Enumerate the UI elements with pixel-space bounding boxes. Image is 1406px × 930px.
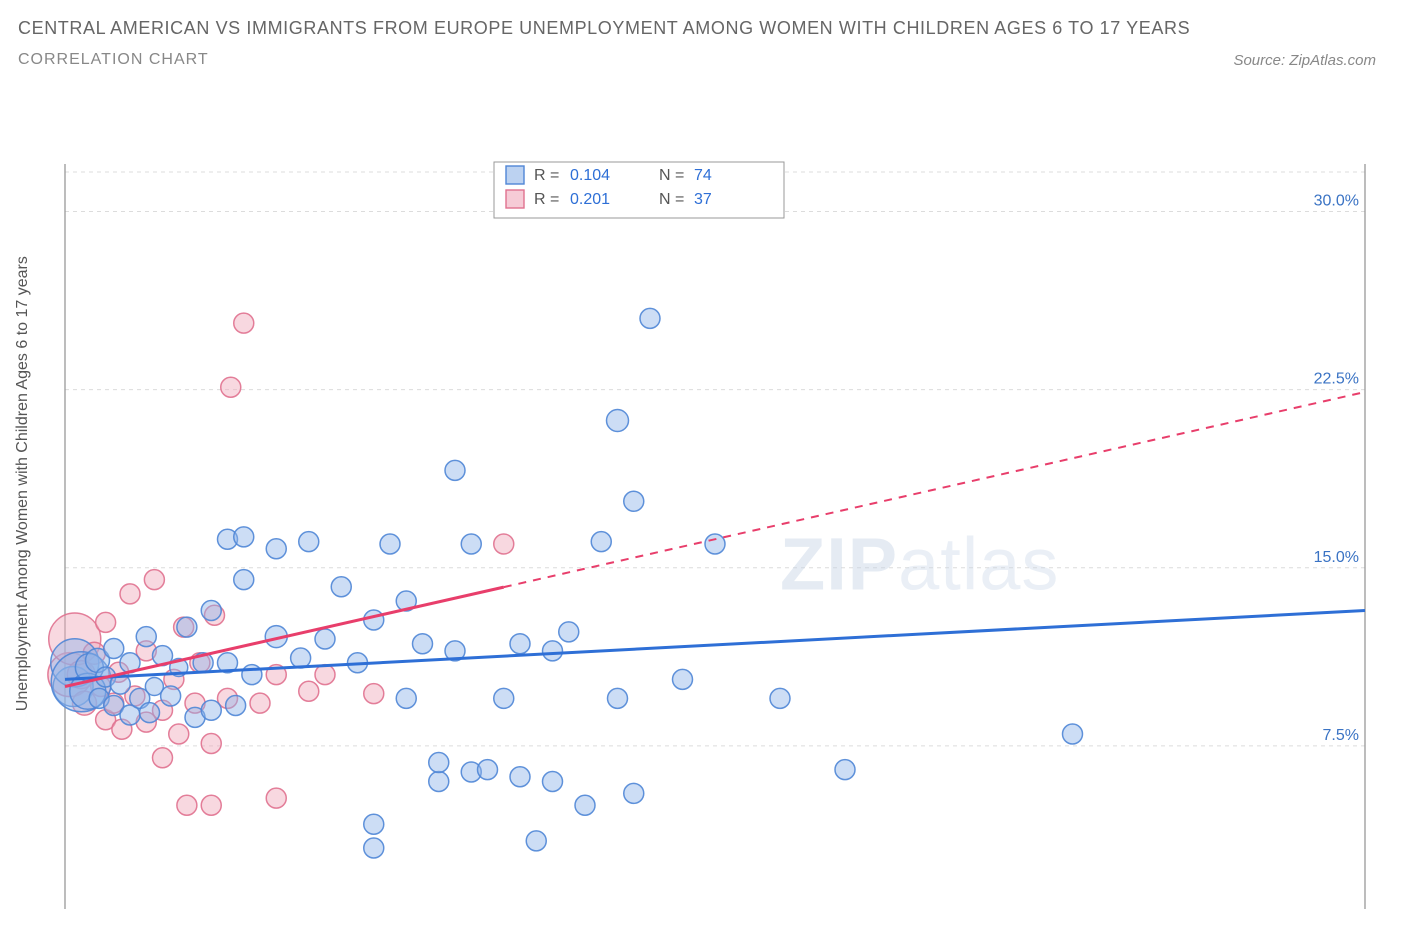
watermark: ZIPatlas <box>780 523 1059 606</box>
scatter-point-series1 <box>429 772 449 792</box>
scatter-point-series1 <box>364 838 384 858</box>
scatter-point-series2 <box>494 534 514 554</box>
legend-n-label: N = <box>659 191 684 208</box>
source-label: Source: ZipAtlas.com <box>1233 52 1376 69</box>
legend-n-label: N = <box>659 167 684 184</box>
scatter-point-series1 <box>364 814 384 834</box>
scatter-point-series1 <box>461 534 481 554</box>
correlation-chart: 0.0%80.0%7.5%15.0%22.5%30.0%ZIPatlasR =0… <box>0 69 1406 909</box>
scatter-point-series2 <box>120 584 140 604</box>
scatter-point-series2 <box>315 665 335 685</box>
scatter-point-series1 <box>624 783 644 803</box>
scatter-point-series1 <box>526 831 546 851</box>
scatter-point-series1 <box>1063 724 1083 744</box>
scatter-point-series2 <box>234 313 254 333</box>
scatter-point-series2 <box>177 795 197 815</box>
legend-n-value: 74 <box>694 167 712 184</box>
scatter-point-series1 <box>104 639 124 659</box>
scatter-point-series1 <box>835 760 855 780</box>
scatter-point-series1 <box>331 577 351 597</box>
scatter-point-series1 <box>266 539 286 559</box>
y-axis-tick-label: 30.0% <box>1314 193 1359 210</box>
scatter-point-series1 <box>315 629 335 649</box>
scatter-point-series1 <box>136 627 156 647</box>
scatter-point-series1 <box>140 703 160 723</box>
scatter-point-series2 <box>201 734 221 754</box>
scatter-point-series2 <box>250 693 270 713</box>
scatter-point-series1 <box>234 527 254 547</box>
scatter-point-series1 <box>543 772 563 792</box>
scatter-point-series1 <box>624 491 644 511</box>
scatter-point-series2 <box>96 612 116 632</box>
legend-swatch <box>506 190 524 208</box>
scatter-point-series1 <box>234 570 254 590</box>
scatter-point-series2 <box>266 788 286 808</box>
y-axis-title: Unemployment Among Women with Children A… <box>14 256 31 711</box>
scatter-point-series1 <box>510 767 530 787</box>
trendline-series1 <box>65 611 1365 680</box>
chart-title: CENTRAL AMERICAN VS IMMIGRANTS FROM EURO… <box>18 18 1406 39</box>
scatter-point-series2 <box>144 570 164 590</box>
scatter-point-series1 <box>607 410 629 432</box>
scatter-point-series2 <box>169 724 189 744</box>
legend-n-value: 37 <box>694 191 712 208</box>
scatter-point-series1 <box>705 534 725 554</box>
scatter-point-series1 <box>640 308 660 328</box>
legend-swatch <box>506 166 524 184</box>
scatter-point-series1 <box>673 669 693 689</box>
scatter-point-series1 <box>478 760 498 780</box>
scatter-point-series1 <box>161 686 181 706</box>
scatter-point-series1 <box>413 634 433 654</box>
scatter-point-series1 <box>201 700 221 720</box>
scatter-point-series1 <box>201 601 221 621</box>
scatter-point-series2 <box>299 681 319 701</box>
scatter-point-series2 <box>221 377 241 397</box>
scatter-point-series2 <box>153 748 173 768</box>
scatter-point-series2 <box>201 795 221 815</box>
scatter-point-series1 <box>429 753 449 773</box>
y-axis-tick-label: 22.5% <box>1314 371 1359 388</box>
scatter-point-series1 <box>575 795 595 815</box>
legend-r-value: 0.104 <box>570 167 610 184</box>
chart-subtitle: CORRELATION CHART <box>18 51 209 69</box>
scatter-point-series1 <box>380 534 400 554</box>
scatter-point-series1 <box>177 617 197 637</box>
scatter-point-series1 <box>364 610 384 630</box>
legend-r-label: R = <box>534 167 559 184</box>
scatter-point-series1 <box>291 648 311 668</box>
scatter-point-series1 <box>591 532 611 552</box>
scatter-point-series2 <box>364 684 384 704</box>
y-axis-tick-label: 7.5% <box>1323 727 1359 744</box>
scatter-point-series1 <box>608 688 628 708</box>
scatter-point-series1 <box>543 641 563 661</box>
scatter-point-series1 <box>396 688 416 708</box>
scatter-point-series1 <box>299 532 319 552</box>
legend-r-value: 0.201 <box>570 191 610 208</box>
scatter-point-series1 <box>510 634 530 654</box>
scatter-point-series1 <box>226 696 246 716</box>
scatter-point-series1 <box>770 688 790 708</box>
scatter-point-series1 <box>559 622 579 642</box>
legend-r-label: R = <box>534 191 559 208</box>
scatter-point-series1 <box>445 460 465 480</box>
y-axis-tick-label: 15.0% <box>1314 549 1359 566</box>
scatter-point-series1 <box>494 688 514 708</box>
